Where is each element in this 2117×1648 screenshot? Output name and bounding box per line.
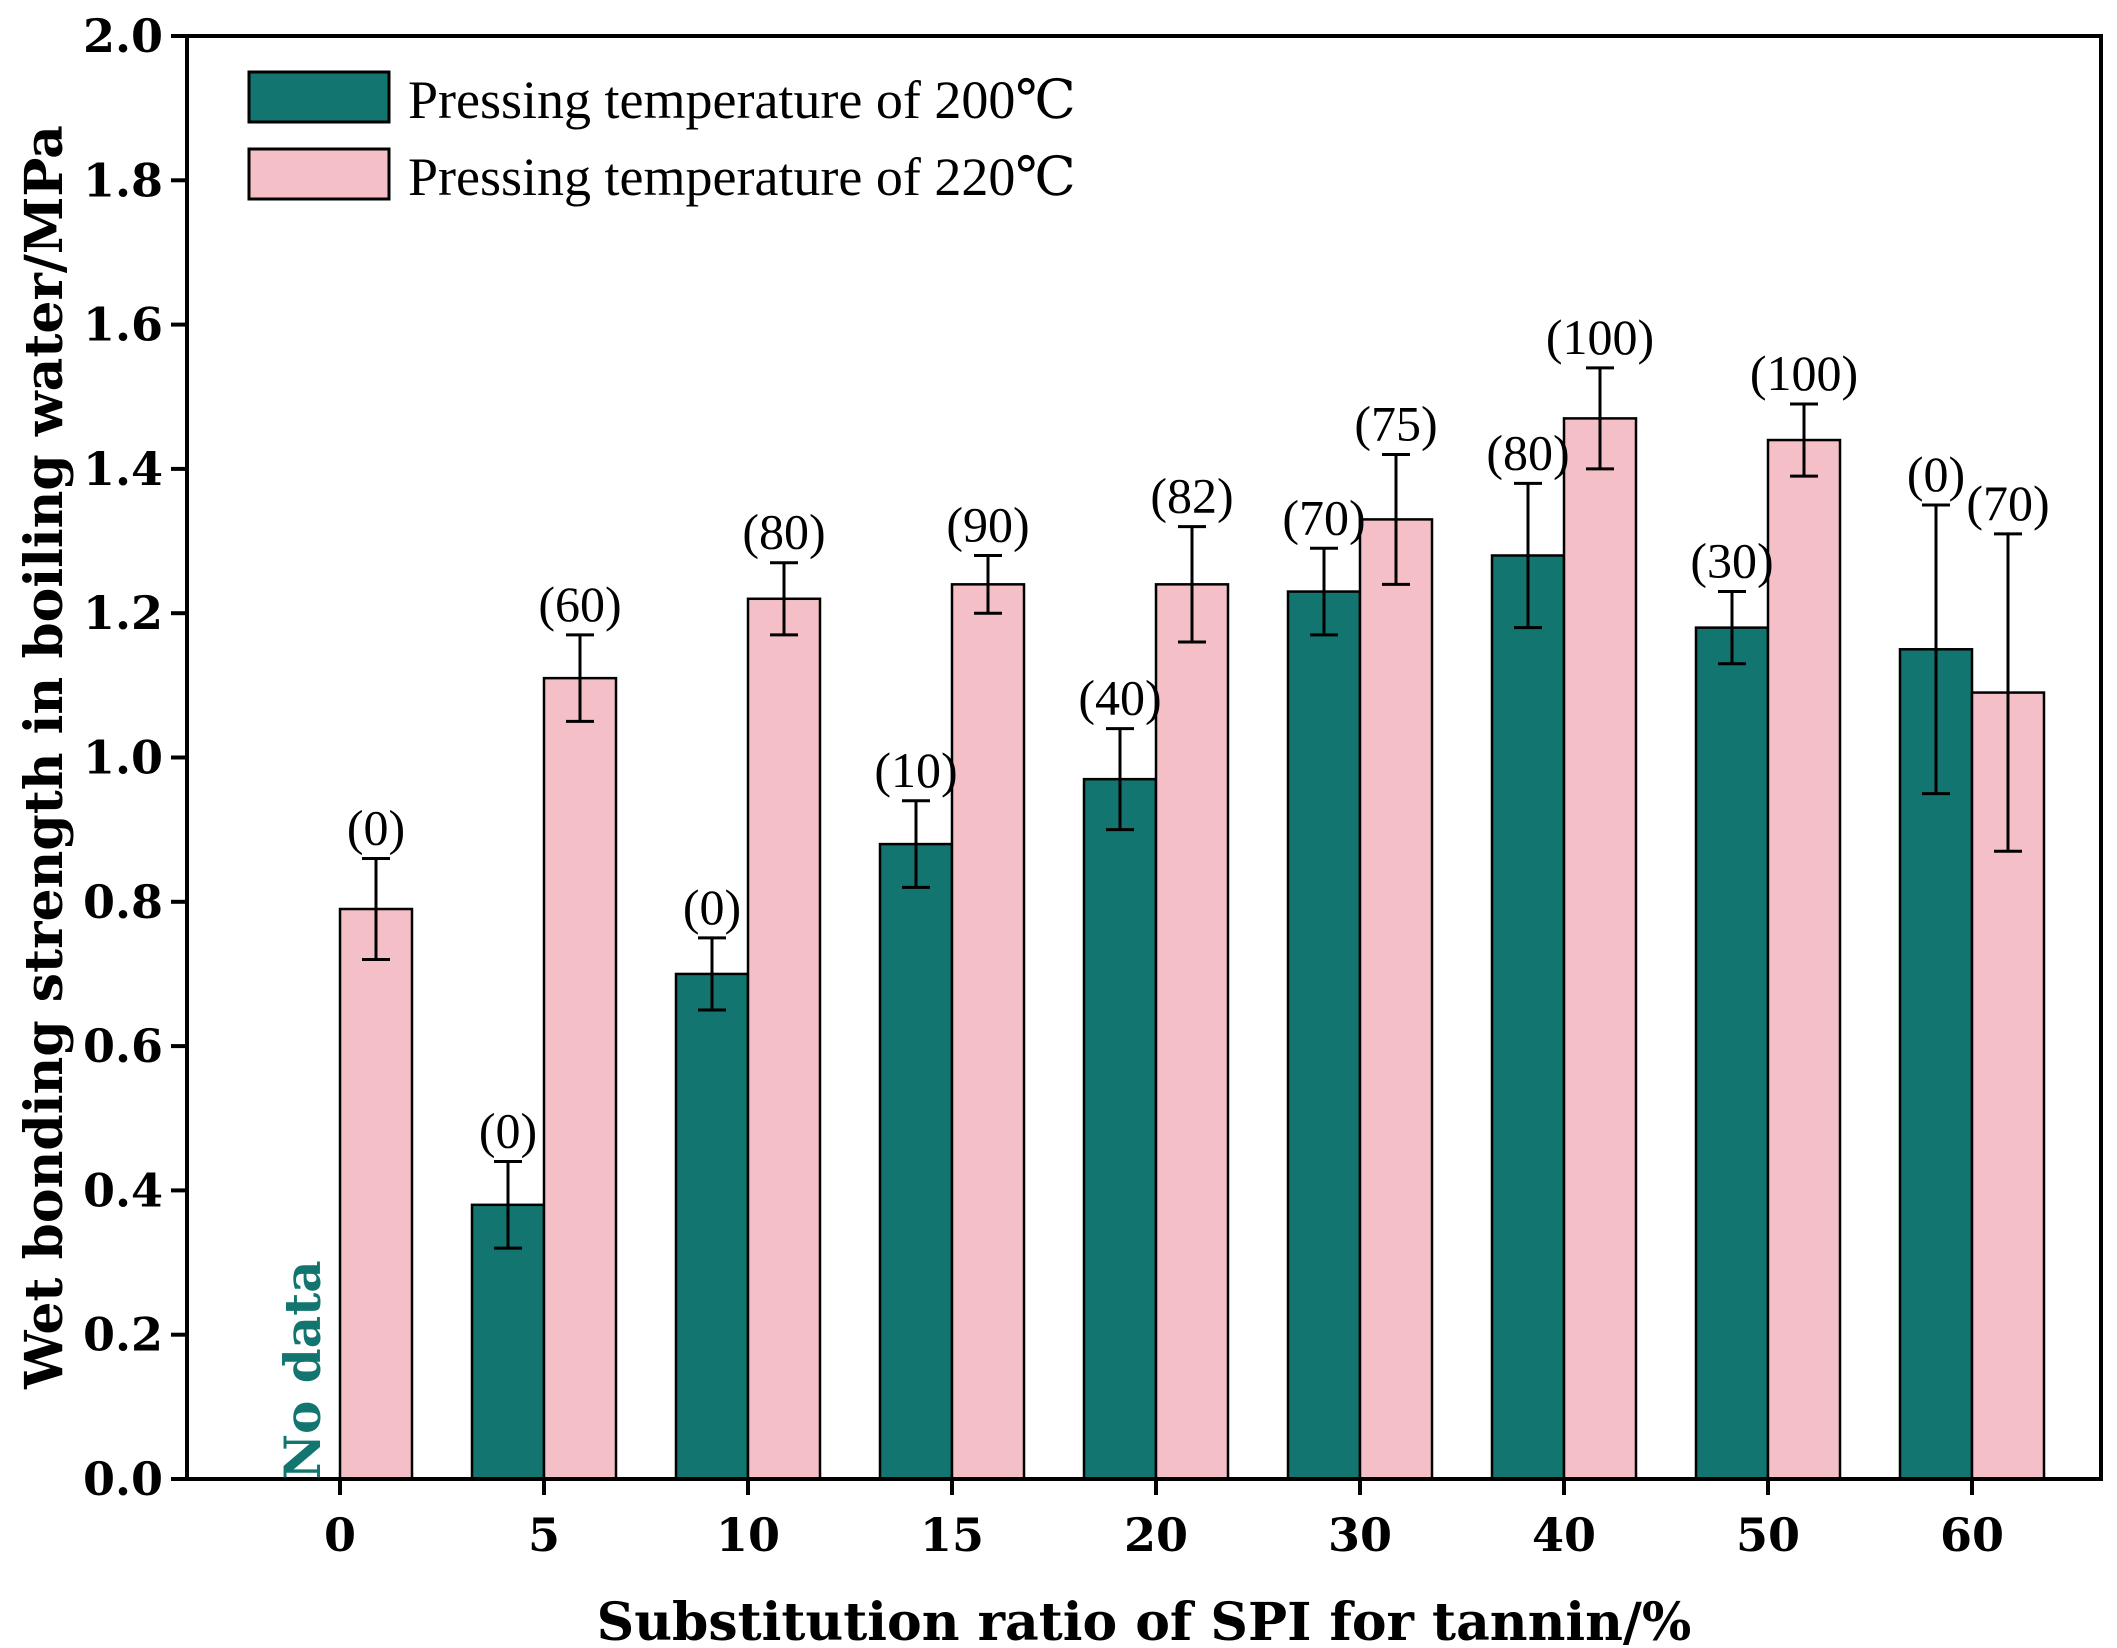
y-tick-label: 1.8	[83, 153, 163, 207]
legend-label-200c: Pressing temperature of 200℃	[408, 70, 1076, 130]
bar	[1286, 590, 1362, 1481]
bar	[746, 597, 822, 1481]
legend-swatch-200c	[247, 70, 391, 124]
bar	[878, 842, 954, 1481]
bar	[1562, 417, 1638, 1481]
x-tick-label: 30	[1328, 1508, 1392, 1562]
bar	[1358, 518, 1434, 1481]
data-label: (80)	[1486, 424, 1569, 480]
bar	[338, 907, 414, 1481]
data-label-group: (0) (0) (10) (40) (70) (80) (30) (0) (0) (60) (80)…	[347, 309, 2050, 1159]
bar	[542, 676, 618, 1481]
y-tick-label: 1.0	[83, 731, 163, 785]
x-tick-label: 5	[528, 1508, 560, 1562]
bar	[1490, 554, 1566, 1481]
x-tick-label: 15	[920, 1508, 984, 1562]
y-tick-label: 0.2	[83, 1308, 163, 1362]
y-tick-label: 0.4	[83, 1163, 163, 1217]
bar	[1766, 438, 1842, 1481]
bar	[1154, 583, 1230, 1481]
y-tick-label: 2.0	[83, 9, 163, 63]
y-tick-label: 0.0	[83, 1452, 163, 1506]
x-tick-label: 10	[716, 1508, 780, 1562]
x-axis-title: Substitution ratio of SPI for tannin/%	[597, 1592, 1692, 1648]
data-label: (60)	[538, 576, 621, 632]
data-label: (82)	[1150, 468, 1233, 524]
x-tick-label: 60	[1940, 1508, 2004, 1562]
bar	[674, 972, 750, 1481]
data-label: (40)	[1078, 670, 1161, 726]
data-label: (100)	[1546, 309, 1654, 365]
data-label: (90)	[946, 496, 1029, 552]
data-label: (80)	[742, 504, 825, 560]
x-tick-label: 40	[1532, 1508, 1596, 1562]
legend: Pressing temperature of 200℃ Pressing te…	[247, 70, 1076, 207]
bar-group	[338, 417, 2046, 1481]
bar	[1082, 777, 1158, 1481]
y-tick-label: 0.8	[83, 875, 163, 929]
errorbar-group	[362, 366, 2022, 1250]
y-axis: 0.0 0.2 0.4 0.6 0.8 1.0 1.2 1.4 1.6 1.8 2.0	[83, 9, 189, 1506]
data-label: (75)	[1354, 395, 1437, 451]
x-tick-label: 50	[1736, 1508, 1800, 1562]
legend-swatch-220c	[247, 147, 391, 201]
x-tick-label: 0	[324, 1508, 356, 1562]
bar	[950, 583, 1026, 1481]
x-axis: 0 5 10 15 20 30 40 50 60	[324, 1479, 2004, 1562]
data-label: (10)	[874, 742, 957, 798]
y-tick-label: 1.4	[83, 442, 163, 496]
data-label: (0)	[683, 879, 741, 935]
data-label: (30)	[1690, 533, 1773, 589]
no-data-annotation: No data	[273, 1260, 332, 1479]
x-tick-label: 20	[1124, 1508, 1188, 1562]
data-label: (70)	[1282, 489, 1365, 545]
data-label: (0)	[1907, 446, 1965, 502]
data-label: (0)	[347, 800, 405, 856]
y-tick-label: 1.6	[83, 298, 163, 352]
data-label: (0)	[479, 1103, 537, 1159]
bar	[1694, 626, 1770, 1481]
legend-label-220c: Pressing temperature of 220℃	[408, 147, 1076, 207]
y-tick-label: 0.6	[83, 1019, 163, 1073]
y-tick-label: 1.2	[83, 586, 163, 640]
bar	[470, 1203, 546, 1481]
data-label: (100)	[1750, 345, 1858, 401]
data-label: (70)	[1966, 475, 2049, 531]
y-axis-title: Wet bonding strength in boiling water/MP…	[14, 125, 75, 1390]
